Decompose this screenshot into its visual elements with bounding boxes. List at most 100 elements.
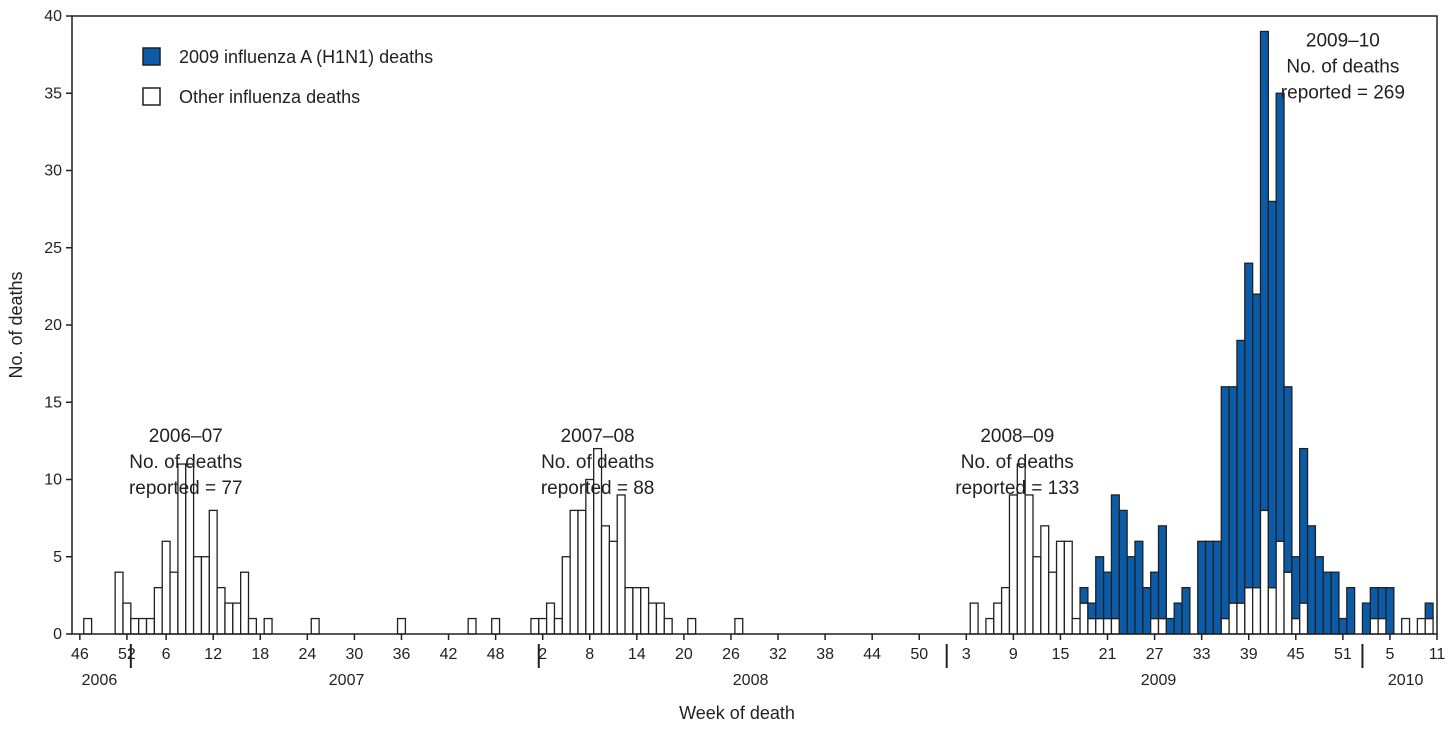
bar-other	[1055, 540, 1066, 635]
legend: 2009 influenza A (H1N1) deaths Other inf…	[142, 47, 433, 107]
bar-other	[593, 447, 603, 635]
bar-other	[530, 617, 540, 635]
x-tick-label: 27	[1146, 646, 1164, 663]
y-tick-label: 25	[44, 240, 62, 257]
legend-label-h1n1: 2009 influenza A (H1N1) deaths	[179, 47, 433, 67]
bar-h1n1	[1330, 571, 1340, 635]
bar-other	[83, 617, 93, 635]
bar-h1n1	[1134, 540, 1144, 635]
y-tick-label: 10	[44, 472, 62, 489]
x-tick-label: 8	[585, 646, 594, 663]
bar-other	[208, 509, 218, 635]
bar-other	[655, 602, 665, 635]
x-tick-label: 15	[1052, 646, 1070, 663]
bar-h1n1	[1087, 602, 1097, 620]
bar-other	[122, 602, 132, 635]
bar-other	[969, 602, 979, 635]
legend-label-other: Other influenza deaths	[179, 87, 360, 107]
x-tick-label: 6	[162, 646, 171, 663]
y-tick-label: 40	[44, 8, 62, 25]
annotations-layer: 2006–07 No. of deaths reported = 77 2007–08…	[129, 30, 1405, 499]
x-tick-label: 24	[298, 646, 316, 663]
bar-other	[545, 602, 556, 635]
bar-h1n1	[1095, 556, 1105, 620]
bar-other	[216, 587, 226, 635]
year-label: 2010	[1388, 672, 1424, 689]
bar-h1n1	[1259, 30, 1269, 512]
x-tick-label: 44	[863, 646, 881, 663]
y-axis-title: No. of deaths	[6, 271, 26, 378]
bar-other	[1040, 525, 1050, 635]
bar-other	[1275, 540, 1285, 635]
y-tick-label: 0	[53, 626, 62, 643]
x-tick-label: 50	[910, 646, 928, 663]
season-annotation-line: No. of deaths	[541, 452, 654, 473]
x-tick-label: 48	[487, 646, 505, 663]
bar-other	[1008, 494, 1018, 635]
x-tick-label: 14	[628, 646, 646, 663]
bar-other	[1032, 556, 1042, 635]
x-tick-label: 9	[1009, 646, 1018, 663]
bar-other	[1299, 602, 1309, 635]
bar-h1n1	[1126, 556, 1136, 635]
year-label: 2007	[329, 672, 365, 689]
bar-other	[1220, 617, 1230, 635]
bar-other	[145, 617, 156, 635]
bar-other	[1079, 602, 1089, 635]
x-tick-label: 11	[1429, 646, 1446, 663]
bar-other	[687, 617, 697, 635]
bar-h1n1	[1251, 293, 1262, 589]
bar-h1n1	[1283, 386, 1293, 573]
year-label: 2008	[733, 672, 769, 689]
x-tick-label: 5	[1385, 646, 1394, 663]
bar-other	[616, 494, 626, 635]
bar-other	[263, 617, 273, 635]
bar-h1n1	[1306, 525, 1317, 635]
bar-other	[114, 571, 124, 635]
bar-h1n1	[1369, 587, 1379, 620]
bar-other	[600, 525, 611, 635]
x-tick-label: 52	[118, 646, 136, 663]
bar-h1n1	[1157, 525, 1168, 620]
bar-other	[247, 617, 258, 635]
bar-h1n1	[1244, 262, 1254, 589]
season-annotation-line: No. of deaths	[1286, 56, 1399, 77]
x-tick-label: 45	[1287, 646, 1305, 663]
x-tick-label: 21	[1099, 646, 1117, 663]
x-axis-title: Week of death	[679, 703, 795, 723]
bar-other	[1087, 617, 1097, 635]
bar-other	[200, 556, 210, 635]
season-annotation-line: reported = 88	[541, 478, 655, 499]
bar-other	[632, 587, 642, 635]
bar-other	[608, 540, 618, 635]
bar-other	[1283, 571, 1293, 635]
x-tick-label: 12	[204, 646, 222, 663]
bar-h1n1	[1079, 587, 1089, 604]
bar-h1n1	[1204, 540, 1215, 635]
bar-other	[561, 556, 571, 635]
bar-h1n1	[1118, 509, 1128, 635]
bar-h1n1	[1291, 556, 1301, 620]
bar-other	[138, 617, 148, 635]
x-tick-label: 46	[71, 646, 89, 663]
season-annotation-line: 2009–10	[1306, 30, 1380, 51]
bar-h1n1	[1346, 587, 1356, 635]
bar-other	[1267, 587, 1277, 635]
y-tick-label: 5	[53, 549, 62, 566]
bar-other	[1150, 617, 1160, 635]
bar-other	[569, 509, 579, 635]
bar-other	[585, 478, 595, 635]
bar-other	[1095, 617, 1105, 635]
bar-other	[1369, 617, 1379, 635]
season-annotation-line: No. of deaths	[129, 452, 242, 473]
bar-h1n1	[1228, 386, 1238, 604]
x-tick-label: 36	[393, 646, 411, 663]
bar-other	[1251, 587, 1262, 635]
bar-other	[1377, 617, 1387, 635]
bar-other	[734, 617, 744, 635]
bar-h1n1	[1361, 602, 1371, 635]
bar-h1n1	[1150, 571, 1160, 620]
bar-other	[640, 587, 650, 635]
